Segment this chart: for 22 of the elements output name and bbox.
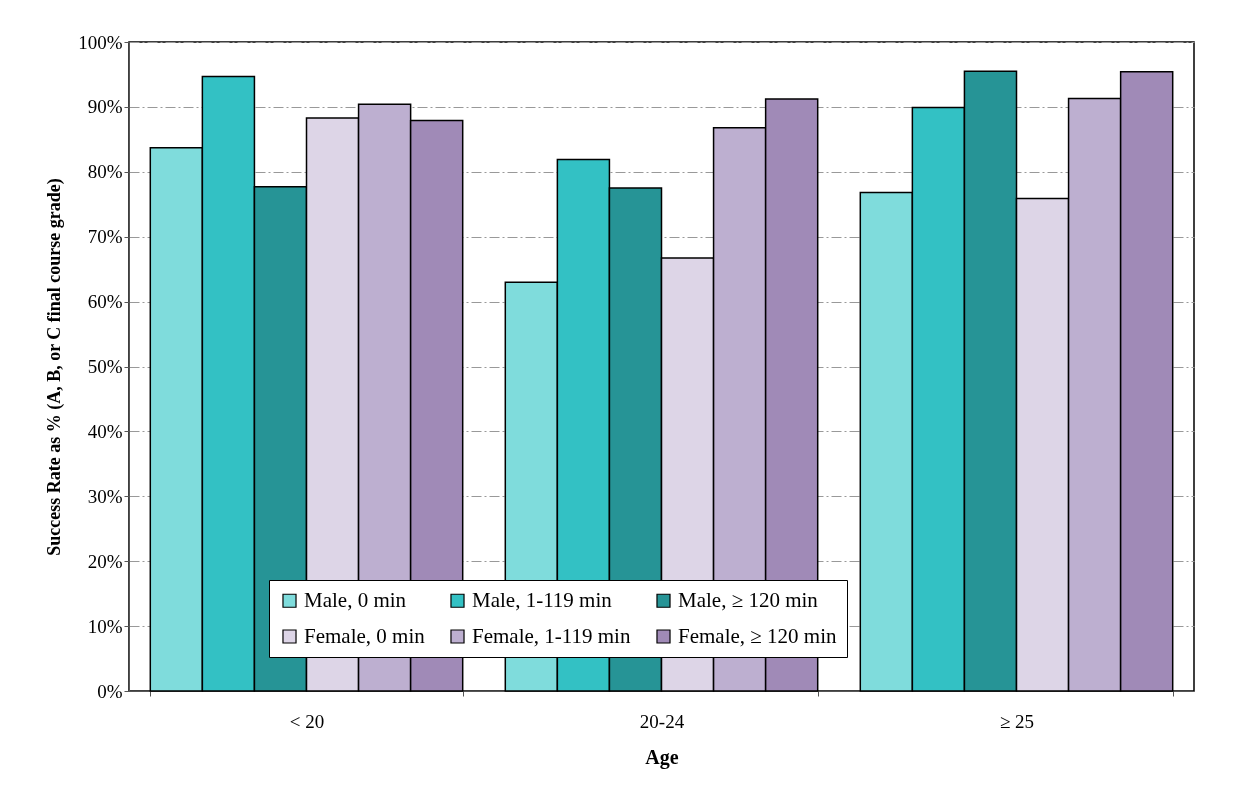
y-tick-label: 20% [87,550,123,572]
legend-label: Male, ≥ 120 min [678,587,819,612]
x-axis-title: Age [645,745,679,769]
y-tick-label: 100% [78,31,123,53]
y-tick-label: 0% [97,680,123,702]
y-tick-label: 90% [87,96,123,118]
x-tick-label: < 20 [289,710,325,732]
y-tick-label: 50% [87,356,123,377]
legend-label: Female, 0 min [304,623,426,648]
y-tick-label: 40% [87,420,123,442]
y-axis-title: Success Rate as % (A, B, or C final course grade) [44,178,66,556]
y-tick-label: 70% [87,226,123,248]
legend-label: Male, 1-119 min [472,587,613,612]
x-tick-label: ≥ 25 [999,710,1035,732]
legend-label: Female, ≥ 120 min [678,623,837,648]
legend-label: Male, 0 min [304,587,407,612]
x-tick-label: 20-24 [639,710,685,732]
y-tick-label: 60% [87,291,123,313]
y-tick-label: 30% [87,485,123,507]
legend-label: Female, 1-119 min [472,623,631,648]
y-tick-label: 80% [87,161,123,183]
y-tick-label: 10% [87,615,123,637]
